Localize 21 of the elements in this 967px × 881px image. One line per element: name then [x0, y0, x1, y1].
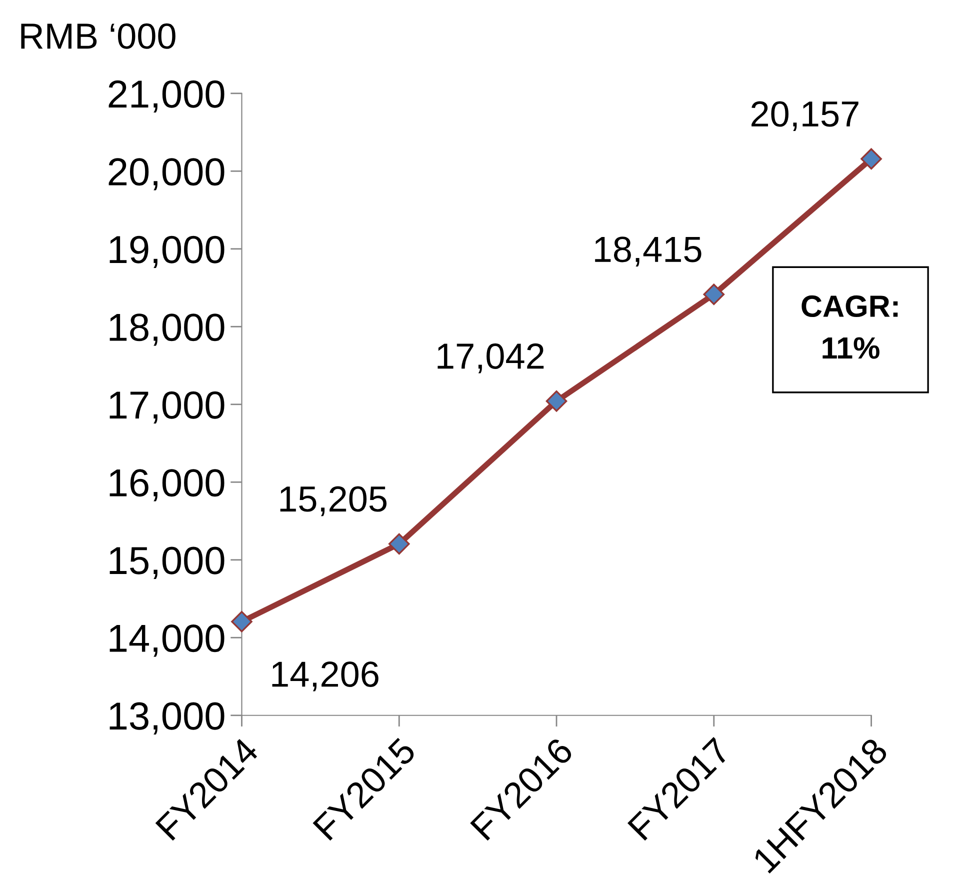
- point: [231, 610, 252, 632]
- y-tick-label: 21,000: [108, 80, 224, 112]
- y-tick-label: 17,000: [110, 391, 224, 424]
- y-tick-label: 15,000: [110, 546, 224, 579]
- data-label: 17,042: [438, 343, 544, 374]
- y-tick-label: 18,000: [110, 314, 224, 346]
- data-label: 20,157: [752, 101, 858, 132]
- data-label: 14,206: [272, 661, 378, 692]
- y-tick-label: 19,000: [110, 236, 224, 268]
- point: [860, 148, 882, 170]
- y-axis-title: RMB ‘000: [21, 23, 176, 49]
- y-tick-label: 14,000: [110, 624, 224, 657]
- point: [546, 390, 568, 412]
- y-tick-label: 16,000: [110, 469, 224, 502]
- y-tick-label: 20,000: [108, 158, 224, 190]
- data-label: 15,205: [280, 486, 387, 516]
- point: [703, 284, 725, 306]
- point: [388, 533, 410, 555]
- data-label: 18,415: [595, 236, 702, 266]
- y-tick-label: 13,000: [110, 702, 224, 734]
- annotation: CAGR: 11%: [802, 295, 898, 359]
